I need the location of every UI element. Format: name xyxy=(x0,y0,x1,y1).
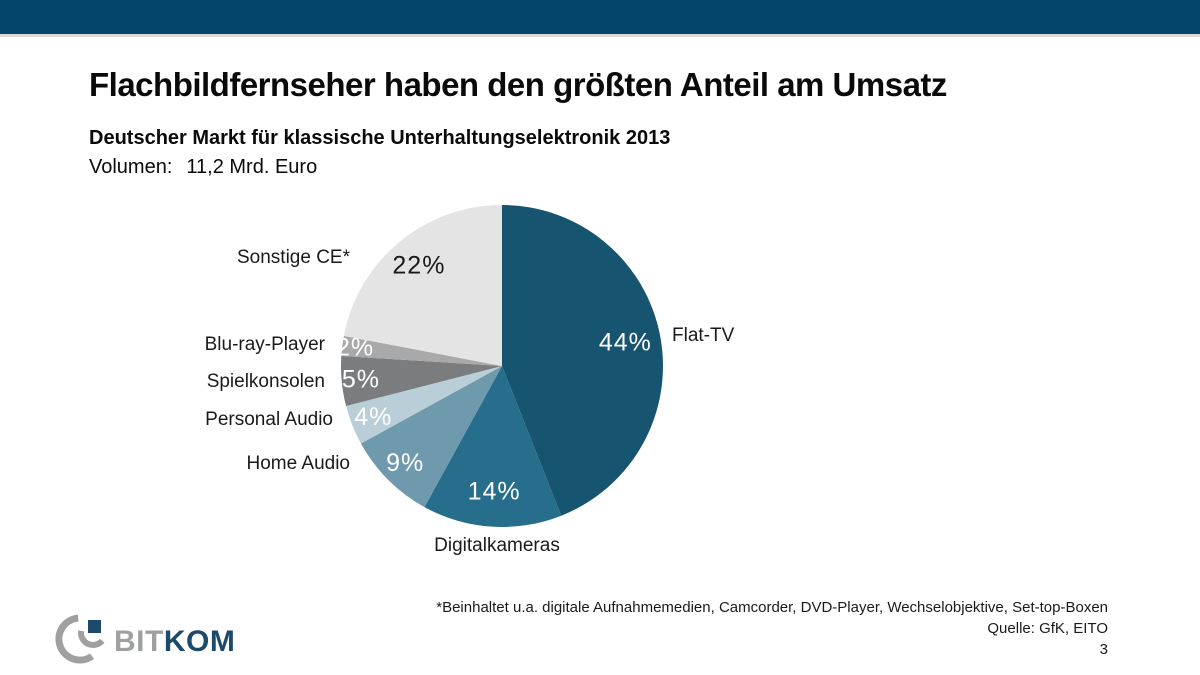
pie-pct-label-sonstige-ce: 22% xyxy=(392,252,445,280)
volume-value: 11,2 Mrd. Euro xyxy=(186,156,318,178)
bitkom-logo: BITKOM xyxy=(44,610,264,665)
source: Quelle: GfK, EITO xyxy=(987,620,1108,637)
pie-pct-label-flat-tv: 44% xyxy=(599,329,652,357)
pie-label-flat-tv: Flat-TV xyxy=(672,325,735,346)
logo-inner-arc-icon xyxy=(78,630,105,648)
pie-label-spielkonsolen: Spielkonsolen xyxy=(206,371,325,392)
footnote: *Beinhaltet u.a. digitale Aufnahmemedien… xyxy=(436,599,1108,616)
footnote-block: *Beinhaltet u.a. digitale Aufnahmemedien… xyxy=(436,597,1108,660)
logo-text: BITKOM xyxy=(114,625,235,659)
page-number: 3 xyxy=(1099,641,1108,658)
logo-text-kom: KOM xyxy=(163,625,236,658)
page-title: Flachbildfernseher haben den größten Ant… xyxy=(89,66,947,103)
pie-pct-label-digitalkameras: 14% xyxy=(468,477,521,505)
bitkom-logo-icon xyxy=(55,614,105,664)
top-bar xyxy=(0,0,1200,37)
pie-label-sonstige-ce: Sonstige CE* xyxy=(236,247,350,268)
logo-square-icon xyxy=(88,620,101,633)
pie-pct-label-spielkonsolen: 5% xyxy=(342,365,380,393)
pie-slice-sonstige-ce xyxy=(343,205,502,366)
pie-slice-flat-tv xyxy=(502,205,663,516)
volume-label: Volumen: xyxy=(89,156,173,178)
logo-text-bit: BIT xyxy=(114,625,164,658)
logo-outer-arc-icon xyxy=(55,614,95,664)
pie-label-digitalkameras: Digitalkameras xyxy=(434,535,560,556)
pie-slice-personal-audio xyxy=(346,366,502,444)
pie-pct-label-home-audio: 9% xyxy=(386,449,424,477)
pie-slice-digitalkameras xyxy=(424,366,562,527)
pie-pct-label-personal-audio: 4% xyxy=(354,403,392,431)
chart-subtitle: Deutscher Markt für klassische Unterhalt… xyxy=(89,127,671,149)
volume-line: Volumen: 11,2 Mrd. Euro xyxy=(89,156,317,179)
pie-slice-blu-ray-player xyxy=(341,335,502,366)
pie-slice-home-audio xyxy=(360,366,502,508)
pie-label-home-audio: Home Audio xyxy=(246,453,350,474)
pie-slice-spielkonsolen xyxy=(341,355,502,407)
pie-chart: 44%14%9%4%5%2%22% xyxy=(341,205,663,527)
pie-label-personal-audio: Personal Audio xyxy=(205,409,333,430)
pie-label-blu-ray-player: Blu-ray-Player xyxy=(204,334,325,355)
